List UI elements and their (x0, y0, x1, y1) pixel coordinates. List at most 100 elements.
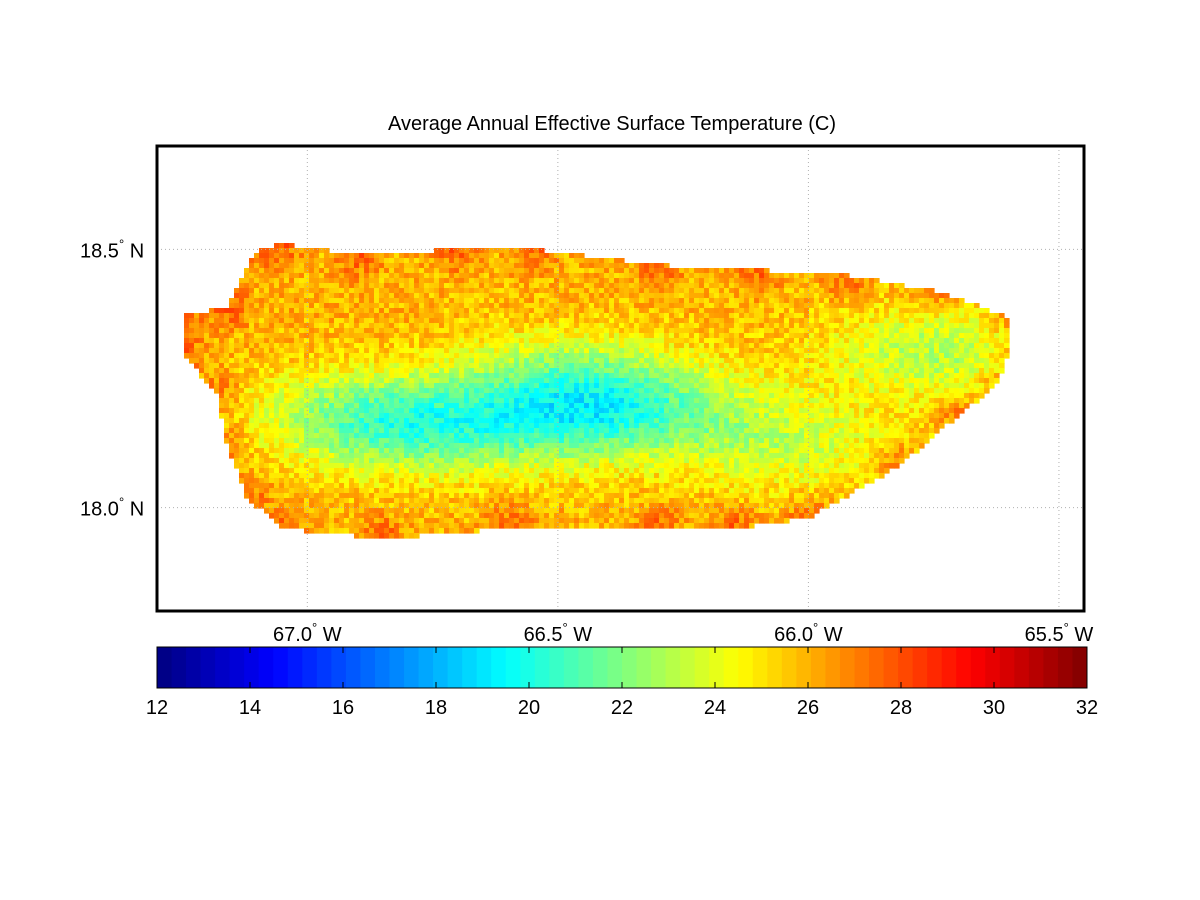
map-cell (654, 318, 660, 324)
map-cell (779, 338, 785, 344)
map-cell (439, 378, 445, 384)
map-cell (989, 368, 995, 374)
map-cell (544, 313, 550, 319)
map-cell (604, 328, 610, 334)
map-cell (984, 328, 990, 334)
map-cell (474, 418, 480, 424)
map-cell (239, 308, 245, 314)
map-cell (374, 288, 380, 294)
map-cell (234, 308, 240, 314)
map-cell (774, 373, 780, 379)
map-cell (489, 363, 495, 369)
map-cell (784, 353, 790, 359)
map-cell (704, 323, 710, 329)
map-cell (664, 318, 670, 324)
map-cell (794, 398, 800, 404)
map-cell (434, 403, 440, 409)
map-cell (549, 353, 555, 359)
map-cell (964, 403, 970, 409)
map-cell (674, 363, 680, 369)
map-cell (769, 378, 775, 384)
map-cell (594, 268, 600, 274)
map-cell (429, 253, 435, 259)
map-cell (499, 318, 505, 324)
map-cell (299, 248, 305, 254)
map-cell (639, 398, 645, 404)
map-cell (479, 383, 485, 389)
map-cell (459, 268, 465, 274)
map-cell (789, 293, 795, 299)
map-cell (999, 313, 1005, 319)
map-cell (634, 398, 640, 404)
map-cell (884, 313, 890, 319)
map-cell (574, 418, 580, 424)
map-cell (889, 348, 895, 354)
map-cell (299, 393, 305, 399)
map-cell (794, 343, 800, 349)
map-cell (654, 368, 660, 374)
map-cell (849, 398, 855, 404)
map-cell (829, 348, 835, 354)
map-cell (664, 413, 670, 419)
map-cell (824, 293, 830, 299)
map-cell (494, 323, 500, 329)
map-cell (279, 398, 285, 404)
map-cell (499, 288, 505, 294)
map-cell (559, 378, 565, 384)
map-cell (874, 368, 880, 374)
map-cell (444, 343, 450, 349)
map-cell (349, 383, 355, 389)
map-cell (234, 358, 240, 364)
map-cell (354, 333, 360, 339)
map-cell (424, 403, 430, 409)
map-cell (369, 393, 375, 399)
map-cell (789, 303, 795, 309)
map-cell (789, 328, 795, 334)
map-cell (709, 413, 715, 419)
map-cell (304, 383, 310, 389)
map-cell (339, 328, 345, 334)
map-cell (579, 398, 585, 404)
map-cell (334, 273, 340, 279)
map-cell (459, 398, 465, 404)
map-cell (619, 263, 625, 269)
map-cell (284, 373, 290, 379)
map-cell (959, 348, 965, 354)
map-cell (409, 273, 415, 279)
map-cell (504, 388, 510, 394)
map-cell (819, 343, 825, 349)
map-cell (249, 368, 255, 374)
map-cell (439, 338, 445, 344)
map-cell (444, 363, 450, 369)
map-cell (544, 263, 550, 269)
map-cell (769, 408, 775, 414)
map-cell (539, 283, 545, 289)
map-cell (219, 373, 225, 379)
map-cell (344, 333, 350, 339)
map-cell (614, 328, 620, 334)
map-cell (814, 353, 820, 359)
map-cell (554, 258, 560, 264)
map-cell (894, 418, 900, 424)
map-cell (449, 348, 455, 354)
map-cell (679, 328, 685, 334)
map-cell (914, 408, 920, 414)
map-cell (759, 378, 765, 384)
map-cell (539, 338, 545, 344)
map-cell (874, 323, 880, 329)
map-cell (789, 363, 795, 369)
map-cell (769, 303, 775, 309)
map-cell (454, 308, 460, 314)
map-cell (299, 343, 305, 349)
map-cell (999, 363, 1005, 369)
map-cell (784, 373, 790, 379)
map-cell (579, 373, 585, 379)
map-cell (559, 373, 565, 379)
map-cell (864, 318, 870, 324)
map-cell (359, 263, 365, 269)
map-cell (969, 353, 975, 359)
map-cell (684, 268, 690, 274)
map-cell (659, 338, 665, 344)
map-cell (229, 373, 235, 379)
map-cell (864, 293, 870, 299)
